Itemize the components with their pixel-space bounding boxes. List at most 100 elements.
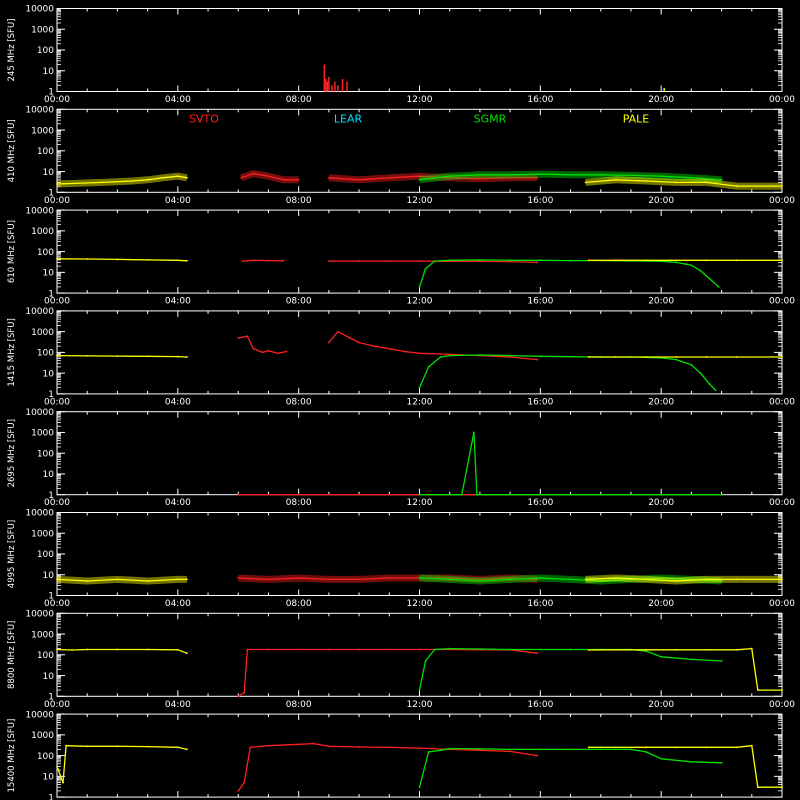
data-point-svto [282, 259, 285, 262]
data-point-svto [536, 176, 539, 179]
y-tick-label: 10 [43, 470, 55, 480]
data-point-sgmr [630, 174, 632, 177]
y-axis-label: 4995 MHz [SFU] [7, 520, 17, 588]
data-point-sgmr [699, 269, 702, 272]
x-tick-label: 04:00 [165, 397, 191, 407]
data-point-pale [614, 746, 617, 749]
data-point-svto [297, 648, 300, 651]
data-point-pale [185, 748, 188, 751]
data-point-svto [448, 176, 451, 179]
data-line-svto [328, 330, 538, 361]
data-point-sgmr [539, 648, 542, 651]
data-point-svto [267, 744, 270, 747]
y-tick-label: 10000 [25, 710, 54, 720]
data-point-sgmr [509, 578, 512, 581]
x-tick-label: 16:00 [527, 498, 553, 508]
data-point-svto [297, 178, 300, 181]
y-tick-label: 10000 [25, 5, 54, 15]
x-tick-label: 00:00 [769, 599, 795, 609]
y-axis-label: 2695 MHz [SFU] [7, 419, 17, 487]
data-point-svto [252, 259, 255, 262]
data-point-sgmr [509, 648, 512, 651]
y-tick-label: 1 [48, 289, 54, 299]
plot-frame [56, 411, 783, 496]
y-tick-label: 1 [48, 189, 54, 199]
data-point-svto [388, 176, 391, 179]
data-point-pale [116, 355, 119, 358]
data-point-pale [781, 259, 783, 262]
data-point-svto [237, 336, 240, 339]
data-point-svto [358, 260, 360, 262]
data-point-pale [587, 746, 590, 749]
data-point-svto [418, 352, 421, 355]
y-axis-label: 245 MHz [SFU] [7, 19, 17, 82]
y-tick-label: 10 [43, 571, 55, 581]
data-point-svto [276, 352, 279, 355]
y-tick-label: 10 [43, 369, 55, 379]
y-tick-label: 1000 [31, 227, 54, 237]
y-tick-label: 1000 [31, 529, 54, 539]
data-point-svto [246, 648, 249, 651]
data-point-sgmr [645, 650, 647, 653]
data-point-pale [735, 356, 738, 358]
data-point-sgmr [720, 178, 723, 181]
data-point-pale [645, 180, 647, 182]
data-point-svto [388, 577, 391, 579]
data-point-pale [735, 648, 738, 651]
data-point-sgmr [479, 648, 481, 650]
x-tick-label: 00:00 [44, 297, 70, 307]
x-tick-label: 04:00 [165, 297, 191, 307]
x-tick-label: 00:00 [44, 95, 70, 105]
data-line-sgmr [418, 747, 722, 788]
y-tick-label: 1 [48, 491, 54, 501]
y-tick-label: 100 [37, 46, 54, 56]
legend-entry-svto: SVTO [189, 112, 219, 125]
y-tick-label: 1 [48, 88, 54, 98]
data-point-sgmr [599, 580, 602, 582]
data-point-sgmr [599, 748, 602, 751]
data-point-sgmr [569, 648, 572, 651]
data-point-sgmr [660, 577, 663, 579]
data-point-sgmr [433, 648, 436, 651]
data-point-pale [705, 356, 708, 358]
data-point-sgmr [720, 761, 723, 764]
x-tick-label: 00:00 [44, 397, 70, 407]
data-point-svto [536, 578, 539, 581]
data-point-sgmr [427, 751, 430, 753]
x-tick-label: 04:00 [165, 700, 191, 710]
data-point-pale [56, 648, 58, 651]
y-tick-label: 10 [43, 269, 55, 279]
data-point-sgmr [475, 493, 478, 496]
data-point-sgmr [479, 580, 481, 582]
data-point-sgmr [708, 383, 711, 385]
data-point-pale [675, 356, 678, 358]
data-point-pale [185, 259, 188, 262]
x-tick-label: 04:00 [165, 196, 191, 206]
data-point-sgmr [433, 260, 436, 262]
data-point-sgmr [720, 493, 723, 496]
x-tick-label: 00:00 [44, 498, 70, 508]
y-tick-label: 1 [48, 592, 54, 602]
data-point-pale [86, 648, 89, 651]
data-point-sgmr [439, 356, 442, 358]
data-point-pale [705, 746, 708, 749]
y-tick-label: 10 [43, 773, 55, 783]
data-point-sgmr [675, 261, 678, 264]
data-point-svto [327, 578, 330, 581]
data-point-pale [56, 354, 58, 357]
plot-frame [56, 209, 783, 294]
data-point-pale [146, 745, 149, 748]
data-point-pale [146, 258, 149, 261]
data-point-sgmr [424, 660, 427, 662]
data-line-svto [242, 259, 284, 262]
data-line-pale [56, 745, 188, 784]
x-tick-label: 00:00 [769, 498, 795, 508]
data-point-pale [176, 259, 179, 262]
x-tick-label: 16:00 [527, 700, 553, 710]
data-point-sgmr [539, 259, 542, 262]
x-tick-label: 20:00 [648, 297, 674, 307]
data-point-pale [781, 185, 783, 187]
data-line-pale [56, 258, 187, 262]
